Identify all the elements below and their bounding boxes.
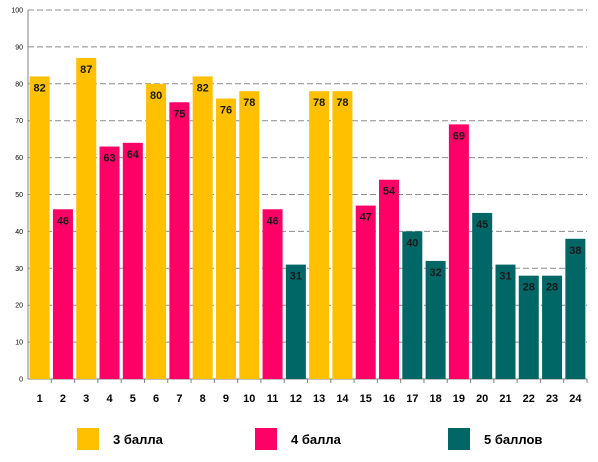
y-tick-label: 20: [15, 303, 23, 310]
bar: [99, 146, 120, 379]
y-tick-label: 10: [15, 340, 23, 347]
bar: [52, 209, 73, 379]
x-tick-label: 14: [336, 393, 349, 405]
y-tick-label: 90: [15, 44, 23, 51]
bar: [239, 91, 260, 380]
x-tick-label: 10: [243, 393, 255, 405]
bar: [192, 76, 213, 380]
bar-value-label: 82: [34, 82, 46, 94]
y-tick-label: 60: [15, 155, 23, 162]
bar-value-label: 46: [266, 215, 278, 227]
bar: [448, 124, 469, 379]
bar: [309, 91, 330, 380]
bar-value-label: 31: [290, 271, 302, 283]
x-tick-label: 12: [290, 393, 302, 405]
x-tick-label: 4: [106, 393, 113, 405]
legend-label-5-ballov: 5 баллов: [484, 431, 543, 447]
bar-value-label: 75: [173, 108, 185, 120]
bar-value-label: 28: [546, 282, 558, 294]
bar-value-label: 31: [499, 271, 511, 283]
x-tick-label: 20: [476, 393, 488, 405]
x-tick-label: 21: [499, 393, 511, 405]
bar: [76, 57, 97, 379]
x-tick-label: 24: [569, 393, 582, 405]
x-tick-label: 16: [383, 393, 395, 405]
x-tick-label: 7: [176, 393, 182, 405]
y-tick-label: 30: [15, 266, 23, 273]
bar: [146, 83, 167, 380]
y-tick-label: 100: [11, 8, 23, 15]
x-tick-label: 11: [267, 393, 279, 405]
legend-label-4-balla: 4 балла: [291, 431, 341, 447]
bar-value-label: 78: [243, 97, 255, 109]
legend-swatch-4-balla: [255, 428, 277, 450]
bar-value-label: 78: [336, 97, 348, 109]
bar-value-label: 76: [220, 105, 232, 117]
bar-value-label: 40: [406, 237, 418, 249]
x-tick-label: 3: [83, 393, 89, 405]
bar: [355, 205, 376, 379]
bar-value-label: 47: [360, 212, 372, 224]
x-tick-label: 19: [453, 393, 465, 405]
y-tick-label: 80: [15, 81, 23, 88]
legend-swatch-3-balla: [77, 428, 99, 450]
y-tick-label: 0: [19, 377, 23, 384]
bar-value-label: 69: [453, 130, 465, 142]
bar: [472, 212, 493, 379]
bar-value-label: 54: [383, 186, 396, 198]
bar-value-label: 38: [569, 245, 581, 257]
x-tick-label: 2: [60, 393, 66, 405]
chart-legend: 3 балла 4 балла 5 баллов: [0, 428, 598, 454]
bar-value-label: 28: [523, 282, 535, 294]
bar: [215, 98, 236, 379]
bar-value-label: 32: [429, 267, 441, 279]
bar-value-label: 46: [57, 215, 69, 227]
bar: [169, 102, 190, 379]
bar: [29, 76, 50, 380]
x-tick-label: 9: [223, 393, 229, 405]
bar-value-label: 45: [476, 219, 488, 231]
x-tick-label: 5: [130, 393, 136, 405]
x-tick-label: 8: [200, 393, 206, 405]
bar: [262, 209, 283, 379]
x-tick-label: 13: [313, 393, 325, 405]
bar: [122, 142, 143, 379]
legend-swatch-5-ballov: [448, 428, 470, 450]
bar-value-label: 87: [80, 64, 92, 76]
bar: [285, 264, 306, 379]
bar-value-label: 78: [313, 97, 325, 109]
y-tick-label: 40: [15, 229, 23, 236]
bar: [495, 264, 516, 379]
x-tick-label: 23: [546, 393, 558, 405]
x-tick-label: 15: [360, 393, 372, 405]
x-tick-label: 18: [429, 393, 441, 405]
bar-chart: 0102030405060708090100821462873634645806…: [11, 8, 588, 405]
bar: [402, 231, 423, 379]
x-tick-label: 1: [37, 393, 43, 405]
bar-value-label: 64: [127, 149, 140, 161]
x-tick-label: 6: [153, 393, 159, 405]
bar-value-label: 63: [103, 153, 115, 165]
x-tick-label: 22: [523, 393, 535, 405]
bar: [332, 91, 353, 380]
legend-label-3-balla: 3 балла: [113, 431, 163, 447]
bar-value-label: 80: [150, 90, 162, 102]
y-tick-label: 70: [15, 118, 23, 125]
y-tick-label: 50: [15, 192, 23, 199]
legend-item-4-balla: 4 балла: [255, 428, 341, 450]
legend-item-3-balla: 3 балла: [77, 428, 163, 450]
bar: [379, 179, 400, 379]
x-tick-label: 17: [406, 393, 418, 405]
legend-item-5-ballov: 5 баллов: [448, 428, 542, 450]
bar: [425, 260, 446, 379]
bar: [518, 275, 539, 379]
bar-value-label: 82: [197, 82, 209, 94]
bar: [565, 238, 586, 379]
bar: [542, 275, 563, 379]
